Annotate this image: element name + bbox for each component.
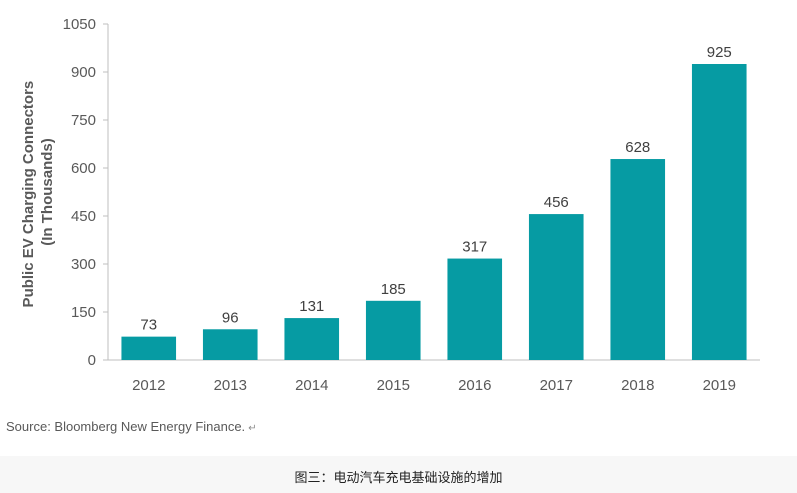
y-tick-label: 900 xyxy=(71,64,96,81)
x-tick-label: 2019 xyxy=(703,377,736,394)
y-axis-title-line1: Public EV Charging Connectors xyxy=(20,81,37,308)
x-tick-label: 2013 xyxy=(214,377,247,394)
x-tick-label: 2014 xyxy=(295,377,328,394)
data-label: 96 xyxy=(222,309,239,326)
bar xyxy=(202,329,258,360)
bars xyxy=(121,64,747,360)
y-tick-label: 0 xyxy=(88,352,96,369)
x-tick-label: 2017 xyxy=(540,377,573,394)
x-tick-label: 2018 xyxy=(621,377,654,394)
y-axis-title: Public EV Charging Connectors (In Thousa… xyxy=(20,77,56,308)
bar xyxy=(284,318,340,360)
bar xyxy=(447,258,503,360)
data-label: 456 xyxy=(544,194,569,211)
caption-bar xyxy=(0,456,797,493)
bar xyxy=(365,300,421,360)
x-tick-label: 2012 xyxy=(132,377,165,394)
x-ticks: 2012 2013 2014 2015 2016 2017 2018 2019 xyxy=(132,377,736,394)
data-label: 317 xyxy=(462,239,487,256)
data-label: 185 xyxy=(381,281,406,298)
bar xyxy=(528,214,584,360)
x-tick-label: 2015 xyxy=(377,377,410,394)
bar xyxy=(691,64,747,360)
y-tick-label: 1050 xyxy=(63,16,96,33)
bar-chart: 0 150 300 450 600 750 900 1050 73 96 131 185 317 456… xyxy=(20,16,760,394)
bar xyxy=(121,336,177,360)
paragraph-mark-icon: ↵ xyxy=(248,423,257,434)
bar xyxy=(610,159,666,360)
y-tick-label: 600 xyxy=(71,160,96,177)
data-labels: 73 96 131 185 317 456 628 925 xyxy=(140,44,731,334)
figure-caption: 图三：电动汽车充电基础设施的增加 xyxy=(294,471,503,486)
source-note: Source: Bloomberg New Energy Finance. ↵ xyxy=(6,419,257,434)
data-label: 925 xyxy=(707,44,732,61)
source-text: Source: Bloomberg New Energy Finance. xyxy=(6,419,246,434)
data-label: 73 xyxy=(140,317,157,334)
y-tick-label: 750 xyxy=(71,112,96,129)
y-ticks: 0 150 300 450 600 750 900 1050 xyxy=(63,16,108,369)
y-axis-title-line2: (In Thousands) xyxy=(39,138,56,246)
y-tick-label: 300 xyxy=(71,256,96,273)
chart-area: 0 150 300 450 600 750 900 1050 73 96 131 185 317 456… xyxy=(20,16,760,394)
y-tick-label: 150 xyxy=(71,304,96,321)
data-label: 131 xyxy=(299,298,324,315)
y-tick-label: 450 xyxy=(71,208,96,225)
x-tick-label: 2016 xyxy=(458,377,491,394)
data-label: 628 xyxy=(625,139,650,156)
